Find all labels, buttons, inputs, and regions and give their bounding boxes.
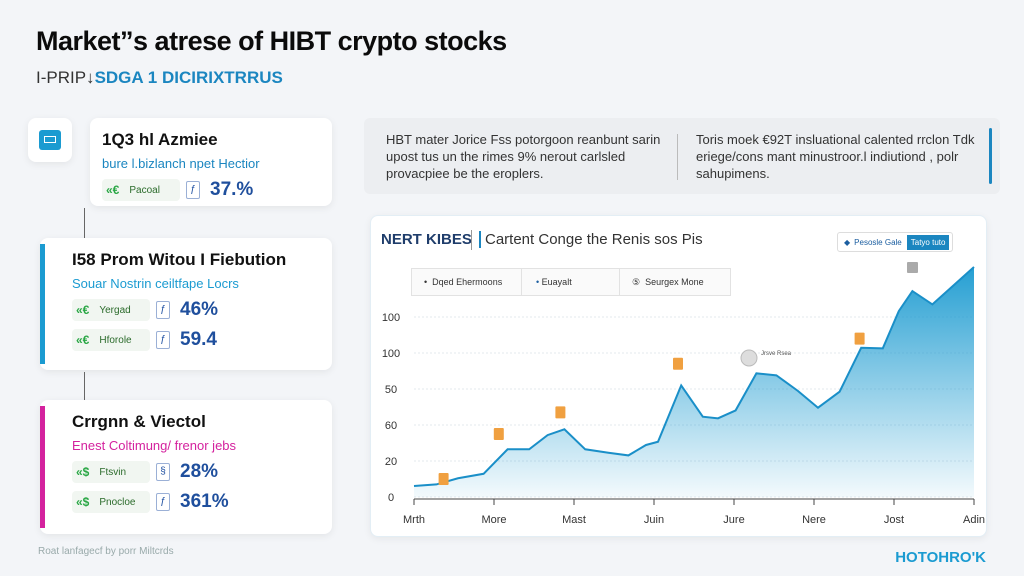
view-toggle[interactable]: ◆ Pesosle Gale Tatyo tuto [837, 232, 954, 252]
event-marker [673, 357, 683, 370]
x-tick-label: Jost [884, 514, 904, 526]
scrollbar[interactable] [989, 128, 992, 184]
chart-legend: • Dqed Ehermoons • Euayalt ⑤ Seurgex Mon… [411, 268, 731, 296]
stat-value: 46% [180, 299, 219, 320]
divider [471, 230, 472, 250]
stat-row: «€ Pacoal ƒ 37.% [102, 179, 332, 201]
info-left: HBT mater Jorice Fss potorgoon reanbunt … [386, 132, 661, 181]
accent-bar [40, 244, 45, 364]
money-icon: «€ [76, 303, 90, 317]
x-tick-label: Mrth [403, 514, 425, 526]
legend-item[interactable]: • Dqed Ehermoons [412, 269, 522, 295]
chart-title: Cartent Conge the Renis sos Pis [479, 231, 703, 248]
legend-item[interactable]: ⑤ Seurgex Mone [632, 276, 704, 288]
x-tick-label: Nere [802, 514, 826, 526]
legend-label: Euayalt [541, 277, 572, 287]
subtitle-highlight: SDGA 1 DICIRIXTRRUS [94, 68, 283, 87]
stat-row: «€ Hforole ƒ 59.4 [72, 329, 332, 351]
footer-note: Roat lanfagecf by porr Miltcrds [38, 546, 174, 557]
event-marker [438, 473, 449, 485]
stat-value: 37.% [210, 179, 254, 200]
stat-card-2: I58 Prom Witou I Fiebution Souar Nostrin… [40, 238, 332, 370]
stat-label: Pnocloe [99, 496, 136, 508]
y-tick-label: 0 [388, 492, 394, 504]
money-icon: «$ [76, 495, 90, 509]
briefcase-icon-box [28, 118, 72, 162]
x-tick-label: More [481, 514, 506, 526]
x-tick-label: Jure [723, 514, 744, 526]
stat-value: 28% [180, 461, 219, 482]
x-tick-label: Juin [644, 514, 664, 526]
stat-row: «$ Pnocloe ƒ 361% [72, 491, 332, 513]
stat-pill: «€ Pacoal [102, 179, 180, 201]
stat-value: 361% [180, 491, 229, 512]
chart-logo: NERT KIBES [381, 231, 472, 248]
stat-pill: «$ Pnocloe [72, 491, 150, 513]
stat-value: 59.4 [180, 329, 217, 350]
briefcase-icon [39, 130, 61, 150]
stat-pill: «€ Yergad [72, 299, 150, 321]
legend-label: Seurgex Mone [645, 277, 704, 287]
y-tick-label: 20 [385, 456, 397, 468]
card-title: 1Q3 hl Azmiee [102, 130, 218, 149]
card-title: I58 Prom Witou I Fiebution [72, 250, 287, 269]
document-icon: ƒ [156, 493, 170, 511]
y-tick-label: 60 [385, 420, 397, 432]
stat-pill: «€ Hforole [72, 329, 150, 351]
document-icon: ƒ [156, 331, 170, 349]
stat-card-1: 1Q3 hl Azmiee bure l.bizlanch npet Hecti… [90, 118, 332, 206]
card-title: Crrgnn & Viectol [72, 412, 206, 431]
stat-label: Yergad [99, 304, 131, 316]
stat-label: Pacoal [129, 184, 160, 196]
annotation-label: Jrsve Rsea [761, 351, 792, 357]
area-chart: 0 20 60 50 100 100 Mrth More Mast Juin Jure Nere Jos… [382, 262, 985, 526]
legend-item[interactable]: • Euayalt [522, 269, 620, 295]
stat-label: Hforole [99, 334, 132, 346]
event-marker [555, 406, 566, 419]
stat-label: Ftsvin [99, 466, 127, 478]
stat-row: «€ Yergad ƒ 46% [72, 299, 332, 321]
toggle-option[interactable]: Pesosle Gale [854, 237, 902, 247]
series-area [414, 266, 974, 497]
option-icon: ◆ [844, 237, 851, 247]
card-subtitle: Souar Nostrin ceiltfape Locrs [72, 276, 239, 291]
document-icon: ƒ [156, 301, 170, 319]
x-tick-label: Mast [562, 514, 586, 526]
y-tick-label: 50 [385, 384, 397, 396]
event-marker [854, 332, 865, 345]
brand-logo: HOTOHRO'K [895, 549, 986, 566]
info-right: Toris moek €92T insluational calented rr… [696, 132, 975, 181]
event-marker [907, 262, 918, 273]
legend-label: Dqed Ehermoons [432, 277, 503, 287]
money-icon: «€ [106, 183, 120, 197]
connector-line [84, 372, 85, 400]
event-marker [493, 428, 504, 440]
toggle-active[interactable]: Tatyo tuto [906, 234, 950, 250]
connector-line [84, 208, 85, 238]
y-tick-label: 100 [382, 348, 400, 360]
avatar [740, 349, 758, 367]
chart-card: NERT KIBES Cartent Conge the Renis sos P… [370, 215, 987, 537]
subtitle-prefix: I-PRIP↓ [36, 68, 95, 87]
card-subtitle: Enest Coltimung/ frenor jebs [72, 438, 237, 453]
stat-row: «$ Ftsvin § 28% [72, 461, 332, 483]
card-subtitle: bure l.bizlanch npet Hectior [102, 156, 260, 171]
money-icon: «$ [76, 465, 90, 479]
stat-pill: «$ Ftsvin [72, 461, 150, 483]
series-line [413, 266, 975, 488]
x-tick-label: Adin [963, 514, 985, 526]
y-tick-label: 100 [382, 312, 400, 324]
document-icon: § [156, 463, 170, 481]
money-icon: «€ [76, 333, 90, 347]
divider [677, 134, 678, 180]
page-title: Market”s atrese of HIBT crypto stocks [36, 26, 507, 56]
stat-card-3: Crrgnn & Viectol Enest Coltimung/ frenor… [40, 400, 332, 534]
info-panel: HBT mater Jorice Fss potorgoon reanbunt … [364, 118, 1000, 194]
page-subtitle: I-PRIP↓SDGA 1 DICIRIXTRRUS [36, 68, 283, 88]
document-icon: ƒ [186, 181, 200, 199]
accent-bar [40, 406, 45, 528]
